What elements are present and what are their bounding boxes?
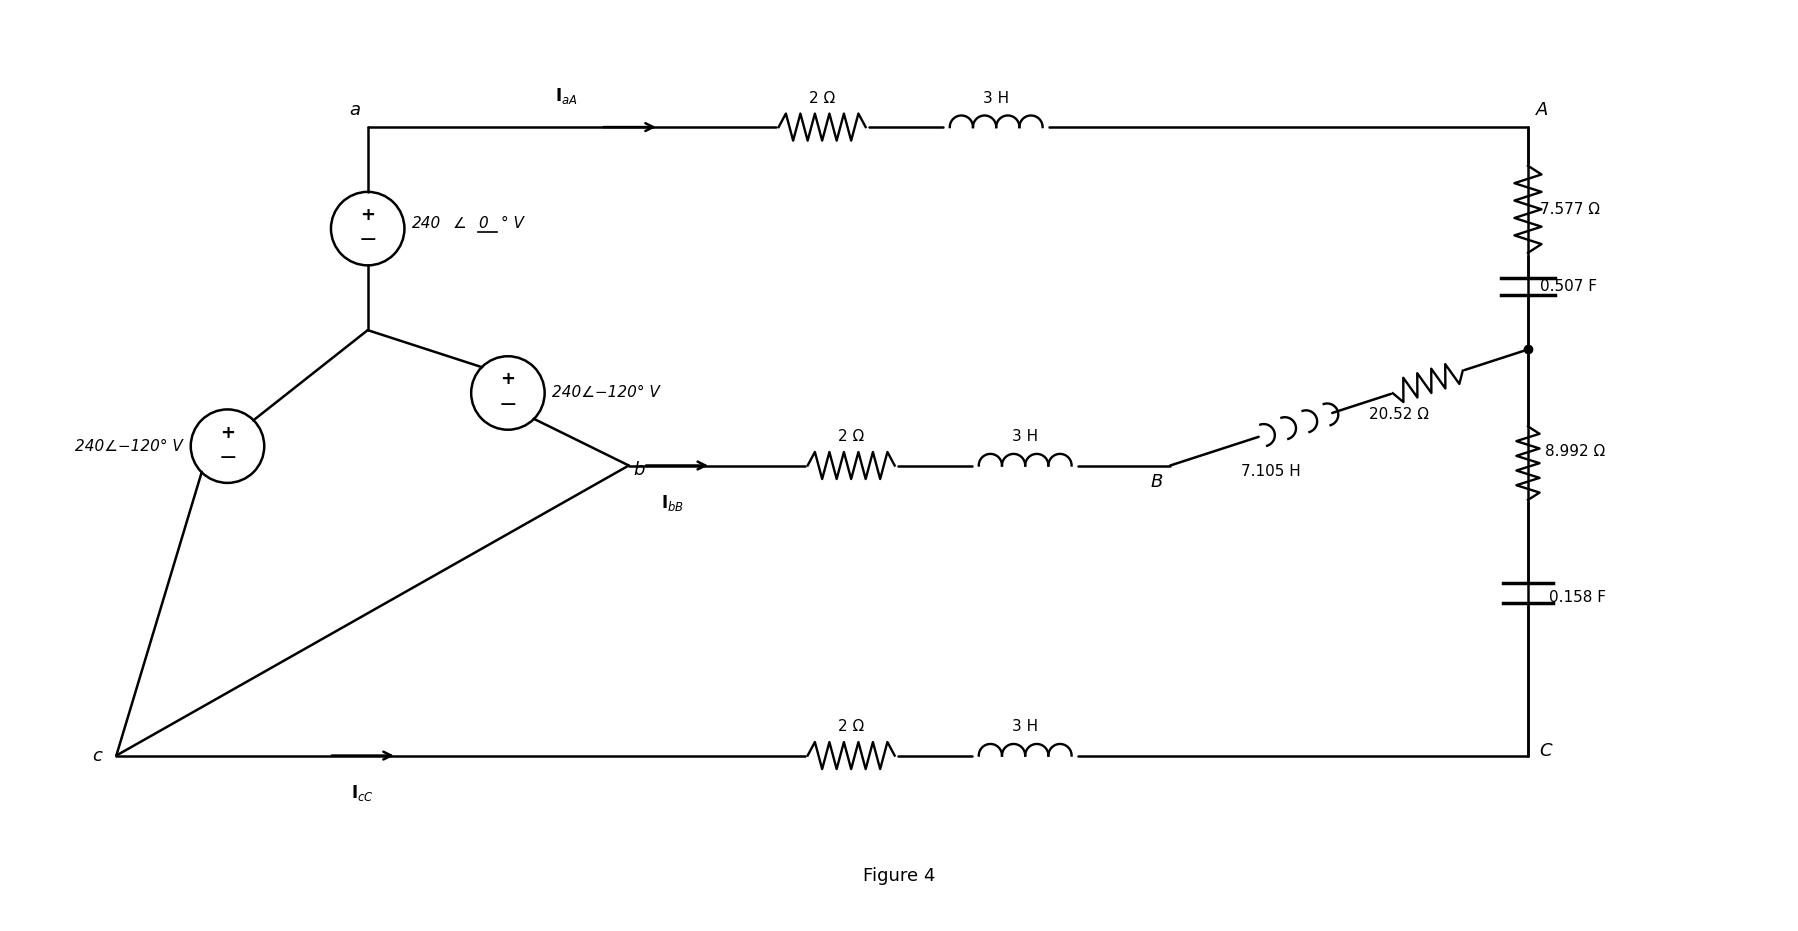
Text: 3 H: 3 H [1012,429,1037,444]
Text: Figure 4: Figure 4 [863,868,935,885]
Text: 7.105 H: 7.105 H [1241,464,1300,479]
Text: B: B [1149,473,1162,492]
Text: $\mathbf{I}_{aA}$: $\mathbf{I}_{aA}$ [554,86,577,106]
Text: 7.577 Ω: 7.577 Ω [1539,202,1598,217]
Text: $\mathbf{I}_{cC}$: $\mathbf{I}_{cC}$ [351,783,374,803]
Text: 3 H: 3 H [982,91,1009,106]
Text: 240∠−120° V: 240∠−120° V [76,439,183,453]
Text: +: + [360,206,376,224]
Text: 240∠−120° V: 240∠−120° V [552,385,660,400]
Text: 0.507 F: 0.507 F [1539,279,1595,294]
Text: −: − [218,448,237,467]
Text: +: + [500,371,514,388]
Text: b: b [633,461,645,479]
Text: 0: 0 [478,216,487,231]
Text: −: − [498,395,518,414]
Text: +: + [219,424,236,441]
Text: ∠: ∠ [453,216,466,231]
Text: 3 H: 3 H [1012,720,1037,735]
Text: 2 Ω: 2 Ω [809,91,834,106]
Text: A: A [1535,101,1548,119]
Text: −: − [358,230,378,250]
Text: a: a [349,101,360,119]
Text: 8.992 Ω: 8.992 Ω [1544,444,1606,459]
Text: c: c [92,747,102,764]
Text: C: C [1539,742,1552,760]
Text: ° V: ° V [502,216,523,231]
Text: 240: 240 [412,216,441,231]
Text: 2 Ω: 2 Ω [838,720,863,735]
Text: 2 Ω: 2 Ω [838,429,863,444]
Text: 0.158 F: 0.158 F [1548,590,1606,605]
Text: 20.52 Ω: 20.52 Ω [1368,407,1428,422]
Text: $\mathbf{I}_{bB}$: $\mathbf{I}_{bB}$ [660,492,683,513]
